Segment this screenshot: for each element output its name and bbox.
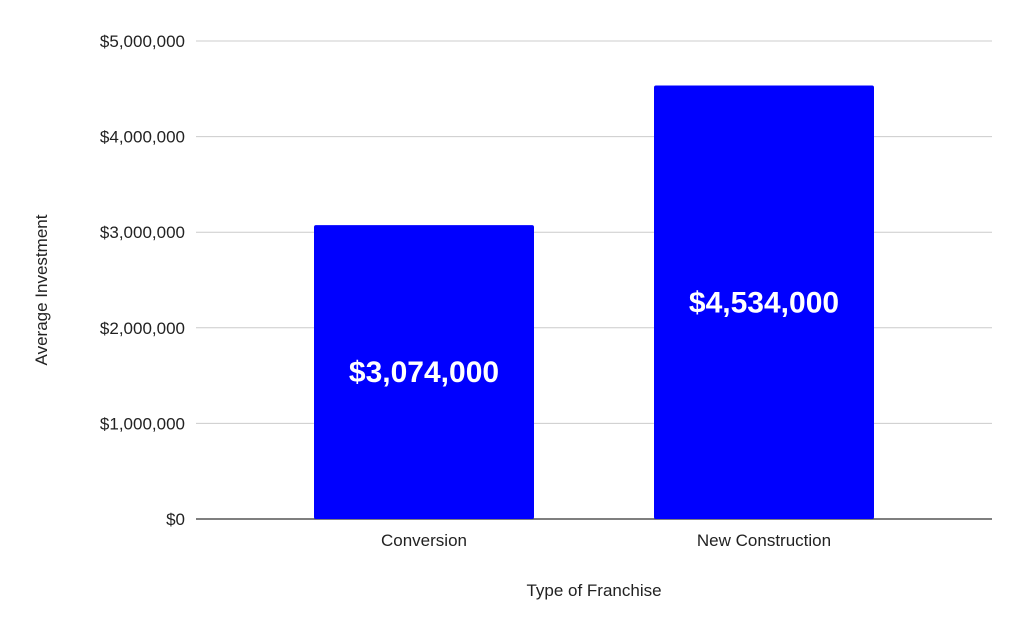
y-tick-label: $5,000,000 xyxy=(100,32,185,51)
x-axis-title: Type of Franchise xyxy=(526,581,661,600)
bar-new-construction xyxy=(654,85,874,520)
y-tick-label: $3,000,000 xyxy=(100,223,185,242)
data-labels: $3,074,000 $4,534,000 xyxy=(349,286,839,389)
x-axis-ticks: Conversion New Construction xyxy=(381,531,831,550)
y-axis-ticks: $0 $1,000,000 $2,000,000 $3,000,000 $4,000,0… xyxy=(100,32,185,529)
y-tick-label: $0 xyxy=(166,510,185,529)
bars xyxy=(314,85,874,520)
bar-conversion xyxy=(314,225,534,519)
x-tick-label: Conversion xyxy=(381,531,467,550)
y-tick-label: $1,000,000 xyxy=(100,414,185,433)
y-axis-title: Average Investment xyxy=(32,214,51,365)
data-label: $4,534,000 xyxy=(689,286,839,319)
data-label: $3,074,000 xyxy=(349,356,499,389)
y-tick-label: $4,000,000 xyxy=(100,128,185,147)
x-tick-label: New Construction xyxy=(697,531,831,550)
y-tick-label: $2,000,000 xyxy=(100,319,185,338)
